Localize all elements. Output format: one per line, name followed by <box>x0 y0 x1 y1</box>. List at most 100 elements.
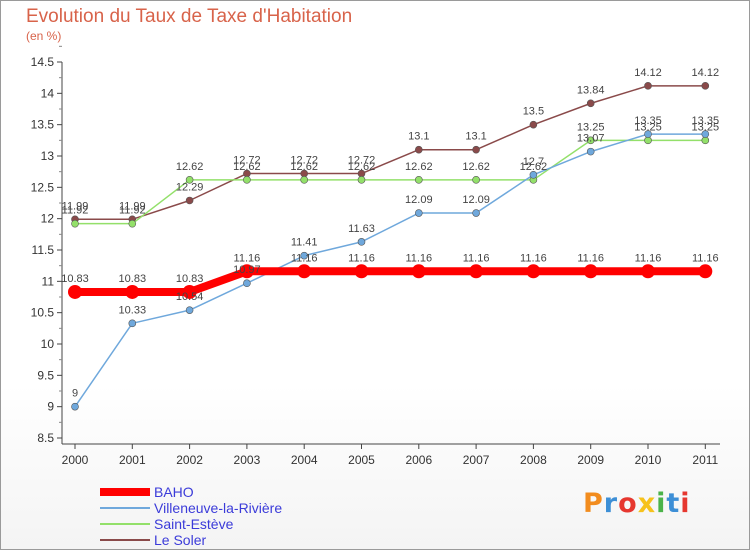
data-label: 11.16 <box>348 252 375 264</box>
data-label: 13.25 <box>634 121 662 133</box>
data-label: 13.84 <box>577 84 605 96</box>
data-point <box>243 176 251 184</box>
y-tick-label: 14 <box>41 86 55 100</box>
y-tick-label: 11 <box>42 274 55 288</box>
data-point <box>644 136 652 145</box>
chart-title: Evolution du Taux de Taxe d'Habitation <box>26 6 353 27</box>
logo-letter: i <box>680 488 691 519</box>
x-tick-label: 2001 <box>119 453 146 467</box>
x-tick-label: 2010 <box>635 453 662 467</box>
data-label: 14.12 <box>692 67 720 79</box>
plot-area <box>68 82 713 411</box>
data-label: 9 <box>72 388 78 400</box>
data-point <box>68 284 82 299</box>
legend-label: BAHO <box>154 484 194 500</box>
data-label: 11.16 <box>463 252 490 264</box>
legend-label: Le Soler <box>154 532 207 548</box>
legend-swatch <box>100 523 150 525</box>
data-point <box>701 136 710 145</box>
data-label: 11.16 <box>577 252 604 264</box>
data-label: 13.25 <box>577 121 605 133</box>
x-tick-label: 2002 <box>176 453 203 467</box>
data-label: 11.16 <box>291 252 318 264</box>
data-point <box>185 176 194 184</box>
data-label: 12.72 <box>290 155 318 167</box>
x-tick-label: 2004 <box>291 453 318 467</box>
y-tick-label: 13 <box>41 149 55 163</box>
data-label: 12.62 <box>348 161 376 173</box>
data-label: 12.62 <box>405 161 433 173</box>
data-label: 13.07 <box>577 133 605 145</box>
y-tick-label: 13.5 <box>31 118 55 132</box>
data-label: 12.62 <box>462 161 490 173</box>
data-point <box>357 238 366 246</box>
y-tick-label: 9 <box>47 400 54 414</box>
data-point <box>182 284 197 299</box>
data-point <box>469 264 484 279</box>
data-label: 11.99 <box>119 200 146 212</box>
data-label: 11.16 <box>692 252 719 264</box>
data-label: 13.25 <box>692 121 720 133</box>
x-tick-label: 2000 <box>62 453 89 467</box>
data-label: 12.72 <box>233 155 261 167</box>
data-label: 13.5 <box>523 106 544 118</box>
legend-swatch <box>100 539 150 541</box>
data-point <box>526 264 541 279</box>
data-label: 13.1 <box>465 131 486 143</box>
data-point <box>300 176 309 184</box>
legend-swatch <box>100 507 150 509</box>
data-point <box>239 264 254 279</box>
data-label: 11.16 <box>520 252 547 264</box>
data-label: 11.41 <box>291 237 318 249</box>
data-point <box>583 264 598 279</box>
data-point <box>185 306 194 314</box>
data-label: 11.16 <box>405 252 432 264</box>
data-point <box>414 209 423 217</box>
data-label: 10.83 <box>176 273 204 285</box>
y-tick-label: 11.5 <box>32 243 55 257</box>
logo-letter: r <box>603 488 619 519</box>
proxiti-logo: Proxiti <box>583 488 691 519</box>
series-line <box>75 267 706 296</box>
data-label: 12.62 <box>520 161 548 173</box>
logo-letter: P <box>583 488 604 519</box>
data-label: 12.62 <box>233 161 261 173</box>
y-tick-label: 8.5 <box>37 431 54 445</box>
legend-label: Saint-Estève <box>154 516 234 532</box>
data-point <box>698 264 713 279</box>
x-tick-label: 2007 <box>463 453 490 467</box>
x-tick-label: 2006 <box>405 453 432 467</box>
data-label: 12.72 <box>348 155 376 167</box>
data-label: 11.63 <box>348 223 375 235</box>
data-point <box>71 402 79 411</box>
data-label: 12.7 <box>523 156 544 168</box>
data-point <box>297 264 312 279</box>
data-label: 13.1 <box>408 131 429 143</box>
data-label: 14.12 <box>634 67 662 79</box>
x-tick-label: 2008 <box>520 453 547 467</box>
axes: 8.5 9 9.5 10 10.5 11 11.5 12 12.5 13 13.5 14 14.5 200… <box>31 45 720 467</box>
data-point <box>472 209 480 217</box>
x-tick-label: 2009 <box>577 453 604 467</box>
data-point <box>411 264 426 279</box>
data-label: 10.97 <box>233 264 261 276</box>
logo-letter: o <box>618 488 638 519</box>
data-point <box>128 219 137 228</box>
logo-letter: i <box>656 488 667 519</box>
legend-label: Villeneuve-la-Rivière <box>154 500 283 516</box>
data-point <box>701 130 710 138</box>
data-label: 11.92 <box>119 205 146 217</box>
series-line <box>75 85 706 221</box>
data-point <box>644 82 652 90</box>
data-label: 11.92 <box>62 205 89 217</box>
data-point <box>300 251 309 260</box>
y-tick-label: 12 <box>41 212 55 226</box>
logo-letter: x <box>637 488 657 519</box>
y-tick-label: 14.5 <box>31 55 55 69</box>
series-line <box>75 139 706 225</box>
y-tick-label: 10 <box>41 337 55 351</box>
data-label: 12.09 <box>405 194 433 206</box>
y-tick-label: 9.5 <box>37 368 54 382</box>
y-tick-label: 12.5 <box>31 180 55 194</box>
